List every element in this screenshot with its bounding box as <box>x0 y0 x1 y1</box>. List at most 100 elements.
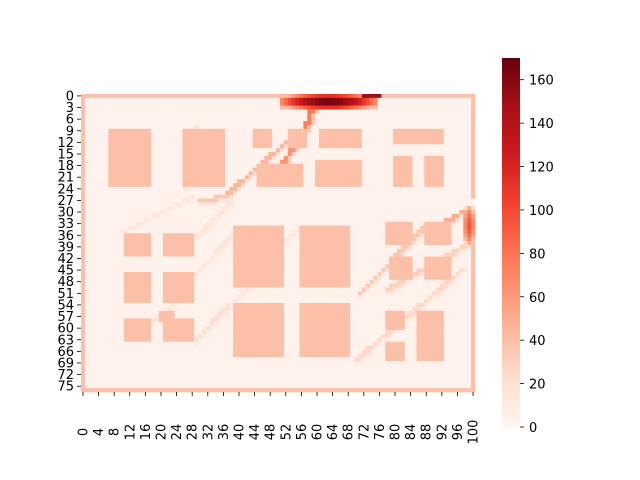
heatmap-cell <box>272 198 277 203</box>
heatmap-cell <box>369 105 374 110</box>
heatmap-cell <box>279 241 285 246</box>
heatmap-cell <box>295 217 300 223</box>
heatmap-cell <box>166 237 172 242</box>
heatmap-cell <box>342 101 347 106</box>
heatmap-cell <box>104 109 109 114</box>
heatmap-cell <box>334 121 339 126</box>
heatmap-cell <box>209 268 214 273</box>
heatmap-cell <box>416 140 421 145</box>
heatmap-cell <box>178 186 183 192</box>
heatmap-cell <box>443 163 449 168</box>
heatmap-cell <box>131 256 136 261</box>
heatmap-cell <box>108 229 113 234</box>
heatmap-cell <box>404 167 410 172</box>
heatmap-cell <box>295 136 300 141</box>
heatmap-cell <box>170 136 175 141</box>
heatmap-cell <box>459 175 464 180</box>
heatmap-cell <box>389 148 394 153</box>
heatmap-cell <box>432 256 437 261</box>
heatmap-cell <box>112 202 117 207</box>
heatmap-cell <box>400 179 406 184</box>
heatmap-cell <box>389 233 394 238</box>
heatmap-cell <box>307 241 312 246</box>
heatmap-cell <box>420 225 425 230</box>
heatmap-cell <box>412 94 417 99</box>
heatmap-cell <box>299 217 304 223</box>
heatmap-cell <box>135 272 140 277</box>
heatmap-cell <box>381 275 386 281</box>
heatmap-cell <box>377 237 382 242</box>
heatmap-cell <box>116 155 121 161</box>
heatmap-cell <box>244 140 250 145</box>
heatmap-cell <box>334 190 339 195</box>
heatmap-cell <box>432 128 437 134</box>
heatmap-cell <box>120 198 125 203</box>
heatmap-cell <box>92 256 97 261</box>
heatmap-cell <box>287 97 292 103</box>
heatmap-cell <box>237 175 242 180</box>
heatmap-cell <box>139 136 144 141</box>
heatmap-cell <box>291 101 296 106</box>
heatmap-cell <box>88 183 94 188</box>
heatmap-cell <box>81 202 86 207</box>
heatmap-cell <box>170 248 175 254</box>
heatmap-cell <box>389 194 394 199</box>
heatmap-cell <box>467 210 472 215</box>
heatmap-cell <box>186 124 191 130</box>
heatmap-cell <box>194 221 199 226</box>
heatmap-cell <box>287 206 292 211</box>
heatmap-cell <box>178 225 183 230</box>
heatmap-cell <box>279 163 285 168</box>
heatmap-cell <box>279 128 285 134</box>
heatmap-cell <box>248 101 253 106</box>
heatmap-cell <box>318 132 324 137</box>
heatmap-cell <box>108 171 113 176</box>
heatmap-cell <box>92 248 97 254</box>
heatmap-cell <box>318 109 324 114</box>
heatmap-cell <box>84 94 90 99</box>
heatmap-cell <box>428 210 433 215</box>
heatmap-cell <box>159 213 164 219</box>
heatmap-cell <box>190 213 195 219</box>
heatmap-cell <box>155 132 160 137</box>
heatmap-cell <box>221 256 226 261</box>
heatmap-cell <box>467 167 472 172</box>
heatmap-cell <box>361 124 367 130</box>
heatmap-cell <box>244 105 250 110</box>
heatmap-cell <box>162 132 168 137</box>
heatmap-cell <box>221 190 226 195</box>
heatmap-cell <box>139 260 144 265</box>
heatmap-cell <box>221 121 226 126</box>
heatmap-cell <box>428 148 433 153</box>
heatmap-cell <box>240 101 246 106</box>
heatmap-cell <box>155 124 160 130</box>
heatmap-cell <box>166 248 172 254</box>
heatmap-cell <box>400 264 406 269</box>
heatmap-cell <box>330 190 335 195</box>
heatmap-cell <box>198 186 203 192</box>
heatmap-cell <box>272 109 277 114</box>
heatmap-cell <box>393 97 398 103</box>
heatmap-cell <box>120 121 125 126</box>
heatmap-cell <box>385 264 390 269</box>
heatmap-cell <box>471 202 476 207</box>
heatmap-cell <box>303 268 308 273</box>
heatmap-cell <box>451 171 456 176</box>
heatmap-cell <box>143 109 148 114</box>
heatmap-cell <box>459 144 464 149</box>
heatmap-cell <box>455 264 460 269</box>
heatmap-cell <box>252 148 257 153</box>
heatmap-cell <box>131 225 136 230</box>
heatmap-cell <box>439 152 445 157</box>
heatmap-cell <box>311 113 316 118</box>
heatmap-cell <box>424 237 429 242</box>
heatmap-cell <box>396 179 402 184</box>
heatmap-cell <box>182 256 187 261</box>
heatmap-cell <box>213 241 218 246</box>
heatmap-cell <box>467 132 472 137</box>
heatmap-cell <box>322 186 328 192</box>
heatmap-cell <box>412 202 417 207</box>
heatmap-cell <box>147 128 152 134</box>
heatmap-cell <box>268 268 273 273</box>
heatmap-cell <box>373 121 378 126</box>
